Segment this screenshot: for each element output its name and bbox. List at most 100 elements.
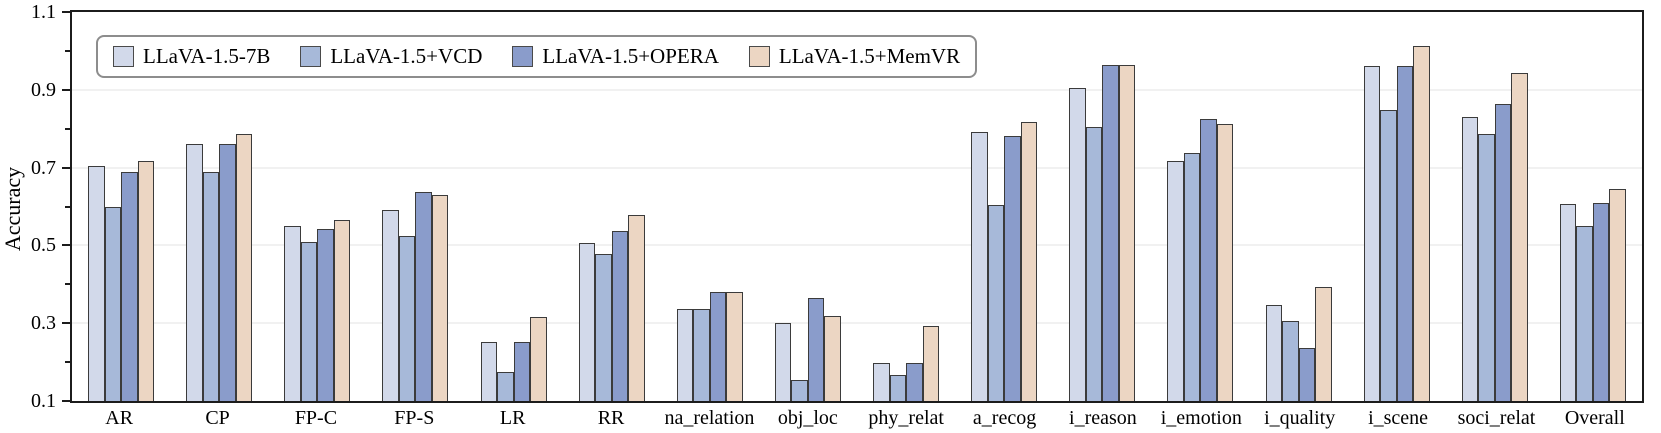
bar [1559,203,1577,401]
bar-group-phy_relat [857,12,955,401]
x-tick-label: obj_loc [777,407,838,429]
bar [104,206,122,401]
bar [595,253,612,401]
gridline [72,166,1642,169]
bar-group-AR [72,12,170,401]
y-tick-mark [62,244,70,247]
bar [1004,136,1021,401]
x-tick-label: i_emotion [1160,407,1242,429]
bar [693,309,710,401]
bar [1118,64,1136,401]
bar [284,225,301,401]
bar [1085,127,1103,401]
bar [1592,202,1610,401]
bar [1494,104,1512,401]
gridline [72,88,1642,91]
bar [807,297,825,401]
bar-group-i_quality [1250,12,1348,401]
bar-group-i_reason [1053,12,1151,401]
y-tick-label: 0.7 [31,156,56,179]
bar [774,323,792,401]
bar [824,315,841,401]
legend-label: LLaVA-1.5+OPERA [542,44,719,68]
bar [1020,122,1038,401]
bar [1396,66,1414,401]
bar [1167,160,1184,401]
bar [726,292,743,401]
legend-item: LLaVA-1.5+OPERA [512,44,719,69]
bar [1461,117,1479,401]
bar-group-CP [170,12,268,401]
x-tick-label: FP-C [294,407,338,429]
legend-item: LLaVA-1.5+MemVR [748,44,961,69]
legend: LLaVA-1.5-7B LLaVA-1.5+VCD LLaVA-1.5+OPERA… [96,35,978,78]
legend-label: LLaVA-1.5+VCD [330,44,483,68]
y-tick-label: 1.1 [31,1,56,23]
bar [889,374,907,401]
y-tick-mark [62,88,70,91]
y-minor-tick-mark [65,49,70,52]
bar [611,230,629,401]
bar-group-i_emotion [1151,12,1249,401]
legend-item: LLaVA-1.5-7B [113,44,270,69]
bar [987,204,1005,401]
bar [1102,64,1119,401]
bar-group-FP-C [268,12,366,401]
bar [300,241,318,401]
bar [906,362,923,401]
bar [1478,134,1495,401]
x-tick-label: CP [205,407,230,429]
y-minor-tick-mark [65,127,70,130]
y-tick-label: 0.3 [31,312,56,335]
bar-groups [72,12,1642,401]
bar [497,371,514,401]
x-tick-label: i_quality [1264,407,1336,429]
bar [480,341,498,401]
bar [628,215,645,401]
bar-group-na_relation [661,12,759,401]
bar-group-a_recog [955,12,1053,401]
legend-swatch-icon [748,46,770,67]
bar [1315,287,1332,401]
bar [1363,66,1381,401]
bar [317,228,334,401]
bar [709,292,727,401]
bar [1576,226,1593,401]
bar [791,380,808,401]
bar-group-soci_relat [1446,12,1544,401]
bar-group-obj_loc [759,12,857,401]
legend-label: LLaVA-1.5-7B [143,44,271,68]
bar [88,165,105,401]
legend-swatch-icon [300,46,322,67]
bar [1298,347,1316,401]
y-tick-mark [62,322,70,325]
bar [382,209,399,401]
y-minor-tick-mark [65,283,70,286]
x-tick-label: RR [597,407,625,429]
bar [415,191,432,401]
y-tick-label: 0.5 [31,234,56,257]
legend-label: LLaVA-1.5+MemVR [778,44,961,68]
legend-swatch-icon [113,46,134,67]
y-minor-tick-mark [65,205,70,208]
bar [1069,88,1086,401]
x-tick-label: i_reason [1069,407,1137,429]
legend-swatch-icon [512,46,534,67]
bar [1265,304,1283,401]
bar [578,242,596,401]
bar-group-i_scene [1348,12,1446,401]
bar-group-FP-S [366,12,464,401]
y-tick-label: 0.9 [31,78,56,101]
bar [398,236,416,401]
bar [219,144,236,401]
bar [202,171,220,401]
x-tick-label: phy_relat [868,407,944,429]
bar [676,309,694,401]
bar [121,171,138,401]
bar-group-Overall [1544,12,1642,401]
bar-group-LR [465,12,563,401]
legend-item: LLaVA-1.5+VCD [300,44,482,69]
y-tick-label: 0.1 [31,390,56,412]
bar [873,362,890,401]
